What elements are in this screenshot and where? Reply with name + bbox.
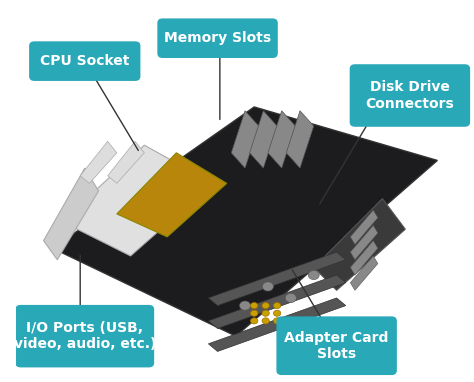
Circle shape [262,310,269,316]
FancyBboxPatch shape [30,42,140,80]
Polygon shape [80,141,117,183]
Circle shape [239,301,251,310]
Polygon shape [108,141,144,183]
Circle shape [273,318,281,324]
Circle shape [308,270,319,280]
Polygon shape [250,111,277,168]
Polygon shape [231,111,259,168]
Text: Memory Slots: Memory Slots [164,31,271,45]
Text: Adapter Card
Slots: Adapter Card Slots [284,330,389,361]
Circle shape [273,303,281,309]
Polygon shape [314,199,405,290]
Polygon shape [209,275,346,329]
Circle shape [251,318,258,324]
Text: Disk Drive
Connectors: Disk Drive Connectors [365,80,454,111]
FancyBboxPatch shape [16,306,154,367]
Polygon shape [209,252,346,306]
Polygon shape [350,256,378,290]
Polygon shape [117,153,227,237]
Polygon shape [62,145,213,256]
Circle shape [251,303,258,309]
Polygon shape [44,168,99,260]
Text: CPU Socket: CPU Socket [40,54,129,68]
Circle shape [273,310,281,316]
Polygon shape [350,241,378,275]
FancyBboxPatch shape [158,19,277,57]
Polygon shape [286,111,314,168]
Polygon shape [53,107,438,336]
Text: I/O Ports (USB,
video, audio, etc.): I/O Ports (USB, video, audio, etc.) [14,321,156,351]
FancyBboxPatch shape [277,317,396,374]
Circle shape [263,282,273,291]
Circle shape [262,303,269,309]
FancyBboxPatch shape [350,65,469,126]
Polygon shape [209,298,346,351]
Circle shape [285,293,296,303]
Circle shape [251,310,258,316]
Circle shape [262,318,269,324]
Polygon shape [350,225,378,260]
Polygon shape [350,210,378,244]
Polygon shape [268,111,295,168]
